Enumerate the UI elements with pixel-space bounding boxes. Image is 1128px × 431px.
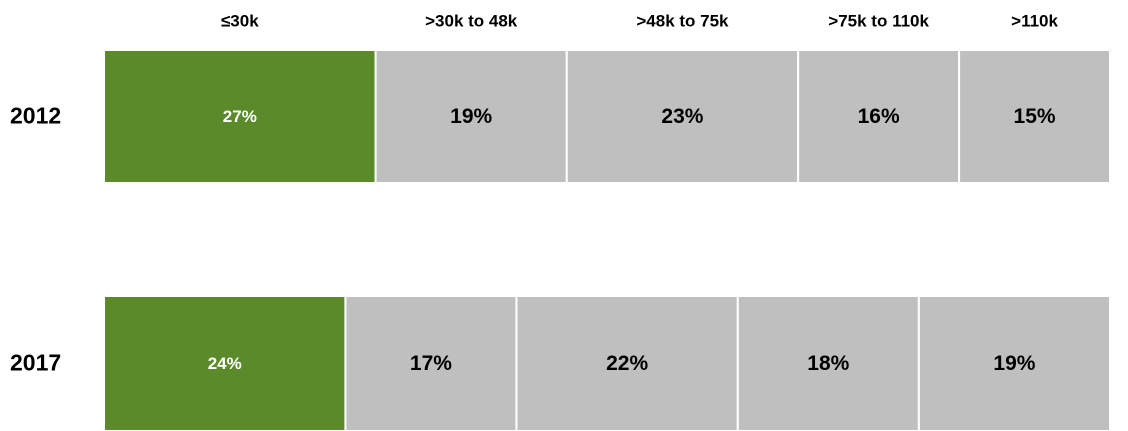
bar-segment (374, 49, 568, 184)
bar-segment (565, 49, 800, 184)
bar-segment (797, 49, 961, 184)
legend-label: >30k to 48k (425, 11, 518, 30)
legend-label: ≤30k (221, 11, 259, 30)
value-label: 23% (661, 105, 703, 128)
value-label: 19% (450, 105, 492, 128)
bar-segment (344, 295, 518, 431)
bar-segment (917, 295, 1111, 431)
value-label: 19% (993, 352, 1035, 375)
value-label: 15% (1014, 105, 1056, 128)
value-label: 17% (410, 352, 452, 375)
value-label: 27% (223, 107, 257, 126)
value-label: 24% (208, 354, 242, 373)
row-label: 2017 (10, 350, 61, 376)
value-label: 22% (606, 352, 648, 375)
bar-segment (515, 295, 739, 431)
legend-label: >110k (1011, 11, 1058, 30)
legend-label: >75k to 110k (828, 11, 929, 30)
value-label: 18% (807, 352, 849, 375)
value-label: 16% (858, 105, 900, 128)
bar-segment (103, 49, 377, 184)
legend-label: >48k to 75k (636, 11, 729, 30)
bar-segment (958, 49, 1111, 184)
bar-segment (103, 295, 347, 431)
row-label: 2012 (10, 103, 61, 129)
